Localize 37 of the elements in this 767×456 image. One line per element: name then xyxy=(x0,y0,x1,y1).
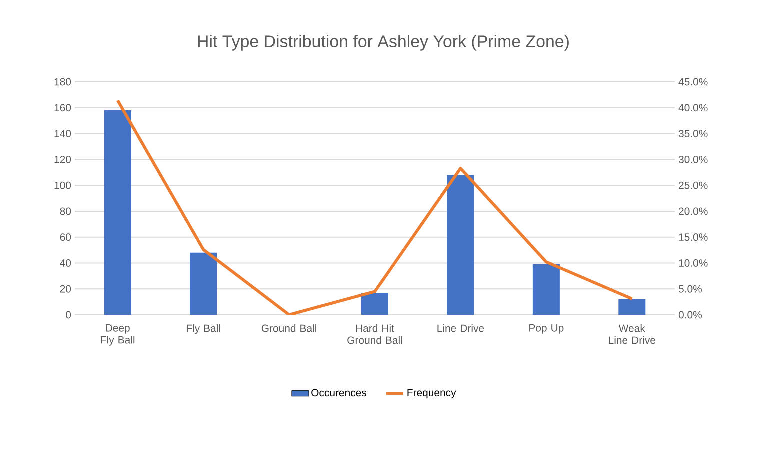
bar xyxy=(104,110,132,315)
y-tick-label: 160 xyxy=(54,104,72,112)
chart-title: Hit Type Distribution for Ashley York (Prime Zone) xyxy=(198,35,569,51)
bar xyxy=(532,264,560,315)
y2-tick-label: 45.0% xyxy=(678,78,708,86)
y-tick-label: 120 xyxy=(54,156,72,164)
y-tick-label: 180 xyxy=(54,78,72,86)
x-tick-label: Deep Fly Ball xyxy=(101,324,135,346)
x-tick-label: Fly Ball xyxy=(186,324,220,334)
y2-tick-label: 20.0% xyxy=(679,208,708,216)
y-tick-label: 40 xyxy=(60,260,72,267)
y-tick-label: 140 xyxy=(54,130,72,138)
y-tick-label: 60 xyxy=(60,234,72,242)
bar xyxy=(447,175,474,315)
x-tick-label: Line Drive xyxy=(438,324,484,332)
y-tick-label: 100 xyxy=(54,182,72,190)
x-tick-label: Hard Hit Ground Ball xyxy=(348,324,402,344)
line-series xyxy=(116,99,634,315)
y2-tick-label: 0.0% xyxy=(678,311,702,319)
y-tick-label: 0 xyxy=(66,311,72,319)
x-tick-label: Ground Ball xyxy=(262,324,316,332)
y2-tick-label: 40.0% xyxy=(678,104,708,112)
bar xyxy=(362,292,389,315)
bar xyxy=(618,299,646,315)
y2-tick-label: 15.0% xyxy=(679,234,708,242)
y-tick-label: 80 xyxy=(60,208,72,216)
x-tick-label: Pop Up xyxy=(530,324,564,334)
y2-tick-label: 25.0% xyxy=(679,182,708,190)
y2-tick-label: 30.0% xyxy=(678,156,708,164)
bar xyxy=(190,252,218,315)
y2-tick-label: 10.0% xyxy=(679,260,708,267)
legend-label: Frequency xyxy=(408,389,456,399)
x-tick-label: Weak Line Drive xyxy=(609,324,656,344)
y-tick-label: 20 xyxy=(60,285,72,293)
legend-label: Occurences xyxy=(312,389,367,397)
y2-tick-label: 35.0% xyxy=(678,130,708,138)
y2-tick-label: 5.0% xyxy=(678,285,702,293)
